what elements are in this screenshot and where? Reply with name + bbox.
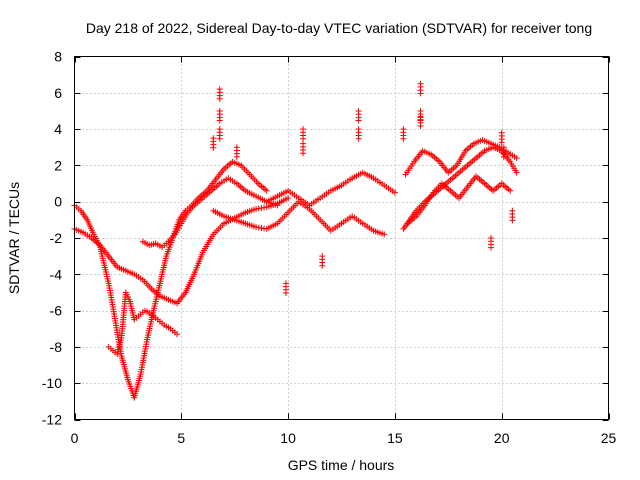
y-tick-label: 6 (54, 85, 62, 101)
y-tick-label: 8 (54, 49, 62, 65)
data-point (216, 95, 223, 102)
data-point (488, 244, 495, 251)
x-tick-labels: 0 5 10 15 20 25 (71, 430, 617, 446)
x-tick-label: 10 (280, 430, 296, 446)
y-tick-label: -12 (42, 412, 62, 428)
y-tick-label: -4 (50, 266, 63, 282)
data-point (285, 195, 292, 202)
data-point (381, 231, 388, 238)
x-tick-label: 20 (494, 430, 510, 446)
data-point (263, 187, 270, 194)
data-point (509, 217, 516, 224)
data-point (355, 135, 362, 142)
data-point (274, 202, 281, 209)
data-point (513, 155, 520, 162)
y-tick-label: 0 (54, 194, 62, 210)
series-track-a (71, 158, 270, 401)
y-tick-label: -8 (50, 339, 63, 355)
axis-ticks (74, 56, 610, 421)
y-tick-label: 2 (54, 157, 62, 173)
x-axis-title: GPS time / hours (288, 457, 395, 473)
data-point (400, 135, 407, 142)
data-point (507, 187, 514, 194)
grid-lines (74, 56, 609, 420)
y-tick-label: -6 (50, 303, 63, 319)
x-tick-label: 5 (177, 430, 185, 446)
series-track-b (71, 195, 292, 307)
y-tick-label: 4 (54, 121, 62, 137)
series-track-e (210, 198, 388, 238)
plot-frame (74, 56, 609, 420)
chart-title: Day 218 of 2022, Sidereal Day-to-day VTE… (86, 20, 592, 36)
series-track-c (105, 289, 181, 358)
x-tick-label: 0 (71, 430, 79, 446)
series-track-f (263, 169, 398, 209)
y-tick-labels: -12 -10 -8 -6 -4 -2 0 2 4 6 8 (42, 49, 62, 428)
y-tick-label: -2 (50, 230, 63, 246)
data-marks (71, 80, 520, 401)
data-point (216, 117, 223, 124)
data-point (500, 153, 507, 160)
y-tick-label: -10 (42, 375, 62, 391)
series-track-i (404, 173, 514, 227)
data-point (210, 144, 217, 151)
data-point (355, 117, 362, 124)
data-point (513, 169, 520, 176)
data-point (282, 289, 289, 296)
data-point (417, 122, 424, 129)
data-point (498, 139, 505, 146)
y-axis-title: SDTVAR / TECUs (6, 182, 22, 294)
data-point (216, 135, 223, 142)
x-tick-label: 25 (601, 430, 617, 446)
data-point (300, 150, 307, 157)
data-point (319, 262, 326, 269)
x-tick-label: 15 (387, 430, 403, 446)
data-point (391, 189, 398, 196)
data-point (417, 90, 424, 97)
data-point (233, 153, 240, 160)
data-point (174, 331, 181, 338)
series-spikes (210, 80, 516, 296)
